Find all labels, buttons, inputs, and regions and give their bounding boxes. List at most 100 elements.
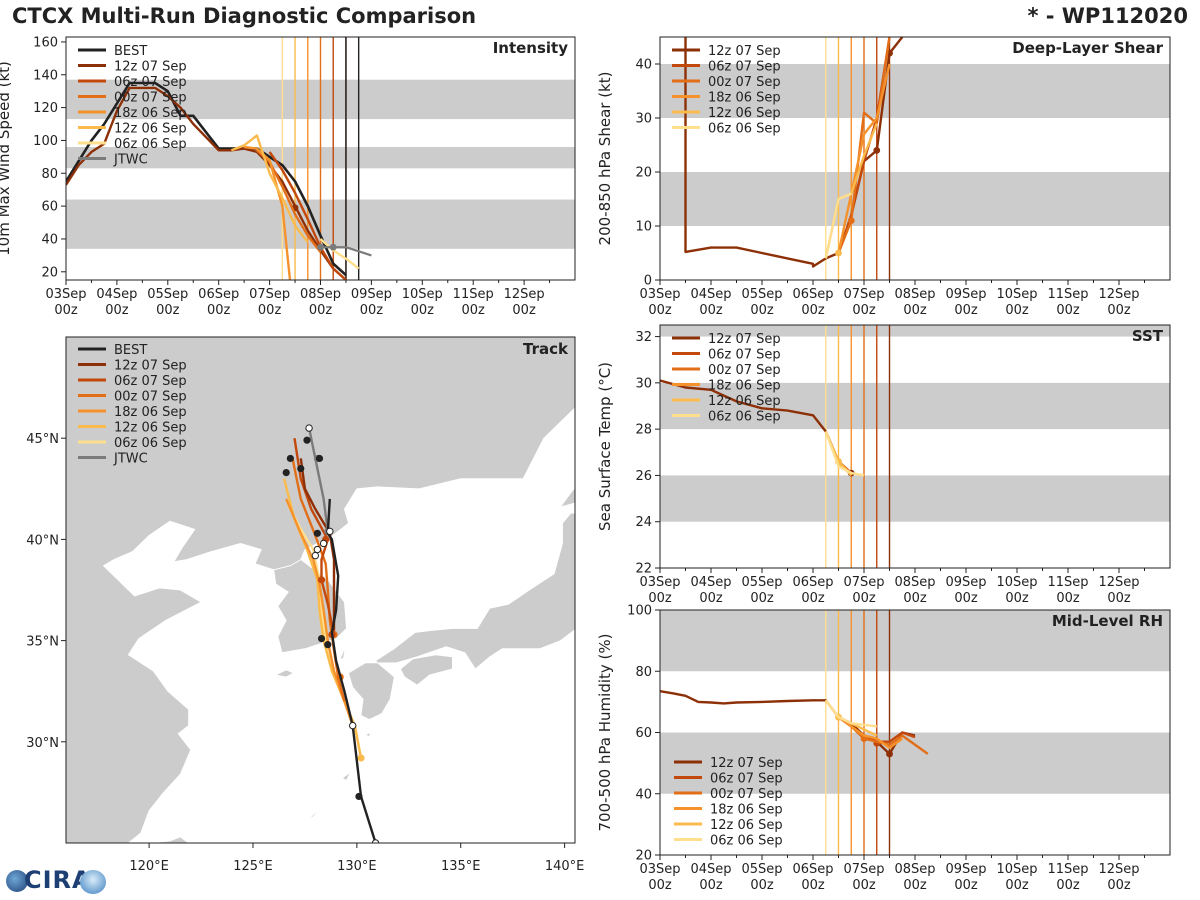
x-tick-label: 00z: [1056, 878, 1080, 893]
x-tick-label: 07Sep: [843, 862, 884, 877]
x-tick-label: 00z: [105, 303, 129, 318]
y-tick-label: 140: [33, 68, 58, 83]
threshold-band: [660, 382, 1170, 430]
y-tick-label: 40: [635, 58, 652, 73]
legend-label: 18z 06 Sep: [710, 803, 783, 818]
legend-label: 18z 06 Sep: [708, 379, 781, 394]
y-axis-label: 700-500 hPa Humidity (%): [596, 633, 614, 831]
lat-tick-label: 45°N: [26, 432, 59, 447]
x-tick-label: 00z: [750, 591, 774, 606]
legend-label: BEST: [114, 44, 147, 59]
series-18z-06-sep: [837, 716, 904, 749]
x-tick-label: 00z: [1005, 878, 1029, 893]
y-axis-label: 10m Max Wind Speed (kt): [0, 61, 13, 256]
track-position-marker: [305, 424, 313, 432]
x-tick-label: 00z: [852, 591, 876, 606]
legend-label: 12z 06 Sep: [710, 818, 783, 833]
x-tick-label: 05Sep: [741, 287, 782, 302]
x-tick-label: 06Sep: [198, 287, 239, 302]
legend-label: 12z 06 Sep: [114, 122, 187, 137]
track-marker: [313, 529, 321, 537]
x-tick-label: 00z: [801, 591, 825, 606]
series-12z-07-sep: [684, 37, 904, 268]
land-yakushima: [364, 732, 371, 738]
x-tick-label: 00z: [207, 303, 231, 318]
track-marker: [317, 576, 326, 584]
y-tick-label: 22: [635, 562, 652, 577]
y-tick-label: 20: [635, 166, 652, 181]
x-tick-label: 07Sep: [843, 287, 884, 302]
x-tick-label: 00z: [648, 303, 672, 318]
legend-label: 18z 06 Sep: [708, 91, 781, 106]
wave-icon: [80, 870, 106, 894]
x-tick-label: 05Sep: [741, 862, 782, 877]
legend-label: 00z 07 Sep: [708, 75, 781, 90]
lon-tick-label: 135°E: [441, 859, 481, 874]
legend-label: JTWC: [113, 153, 148, 168]
x-tick-label: 10Sep: [996, 862, 1037, 877]
x-tick-label: 00z: [801, 303, 825, 318]
x-tick-label: 00z: [54, 303, 78, 318]
y-tick-label: 80: [41, 167, 58, 182]
y-tick-label: 80: [635, 665, 652, 680]
series-06z-06-sep: [824, 699, 877, 728]
x-tick-label: 11Sep: [1047, 862, 1088, 877]
legend-label: 12z 07 Sep: [708, 44, 781, 59]
legend-label: 18z 06 Sep: [114, 405, 187, 420]
series-marker: [847, 217, 855, 225]
track-marker: [357, 754, 365, 762]
x-tick-label: 00z: [903, 303, 927, 318]
track-position-marker: [326, 527, 334, 536]
track-marker: [324, 641, 332, 649]
x-tick-label: 06Sep: [792, 287, 833, 302]
track-marker: [282, 469, 290, 477]
panel-title: Track: [523, 340, 569, 358]
legend-label: 06z 07 Sep: [710, 772, 783, 787]
y-tick-label: 32: [635, 330, 652, 345]
land-honshu: [374, 512, 575, 670]
y-tick-label: 120: [33, 101, 58, 116]
track-marker: [317, 634, 326, 643]
land-taiwan-edge: [149, 836, 190, 843]
x-tick-label: 00z: [801, 878, 825, 893]
legend-label: JTWC: [113, 452, 148, 467]
x-tick-label: 00z: [648, 591, 672, 606]
x-tick-label: 08Sep: [894, 287, 935, 302]
x-tick-label: 00z: [258, 303, 282, 318]
storm-id: * - WP112020: [1027, 4, 1188, 28]
x-tick-label: 11Sep: [453, 287, 494, 302]
x-tick-label: 00z: [1107, 878, 1131, 893]
cira-logo-text: CIRA: [24, 866, 92, 894]
x-tick-label: 12Sep: [1098, 862, 1139, 877]
x-tick-label: 00z: [852, 878, 876, 893]
x-tick-label: 00z: [1107, 303, 1131, 318]
legend-label: 00z 07 Sep: [114, 390, 187, 405]
x-tick-label: 12Sep: [1098, 575, 1139, 590]
map-area: [66, 337, 575, 843]
x-tick-label: 04Sep: [690, 862, 731, 877]
track-jtwc: [307, 427, 329, 532]
x-tick-label: 09Sep: [945, 862, 986, 877]
legend-label: 00z 07 Sep: [708, 363, 781, 378]
track-best: [326, 498, 377, 843]
x-tick-label: 08Sep: [300, 287, 341, 302]
x-tick-label: 12Sep: [1098, 287, 1139, 302]
legend-label: 12z 06 Sep: [708, 106, 781, 121]
x-tick-label: 00z: [699, 591, 723, 606]
x-tick-label: 12Sep: [504, 287, 545, 302]
series-18z-06-sep: [837, 63, 891, 254]
legend-label: 18z 06 Sep: [114, 106, 187, 121]
x-tick-label: 10Sep: [996, 287, 1037, 302]
x-tick-label: 00z: [648, 878, 672, 893]
x-tick-label: 00z: [852, 303, 876, 318]
legend-label: 12z 07 Sep: [114, 60, 187, 75]
x-tick-label: 00z: [954, 591, 978, 606]
legend-label: 12z 07 Sep: [710, 756, 783, 771]
legend-label: 12z 07 Sep: [708, 332, 781, 347]
legend-label: 06z 07 Sep: [708, 348, 781, 363]
legend-label: 06z 06 Sep: [708, 410, 781, 425]
legend-label: 12z 06 Sep: [114, 421, 187, 436]
x-tick-label: 05Sep: [147, 287, 188, 302]
x-tick-label: 00z: [1005, 303, 1029, 318]
